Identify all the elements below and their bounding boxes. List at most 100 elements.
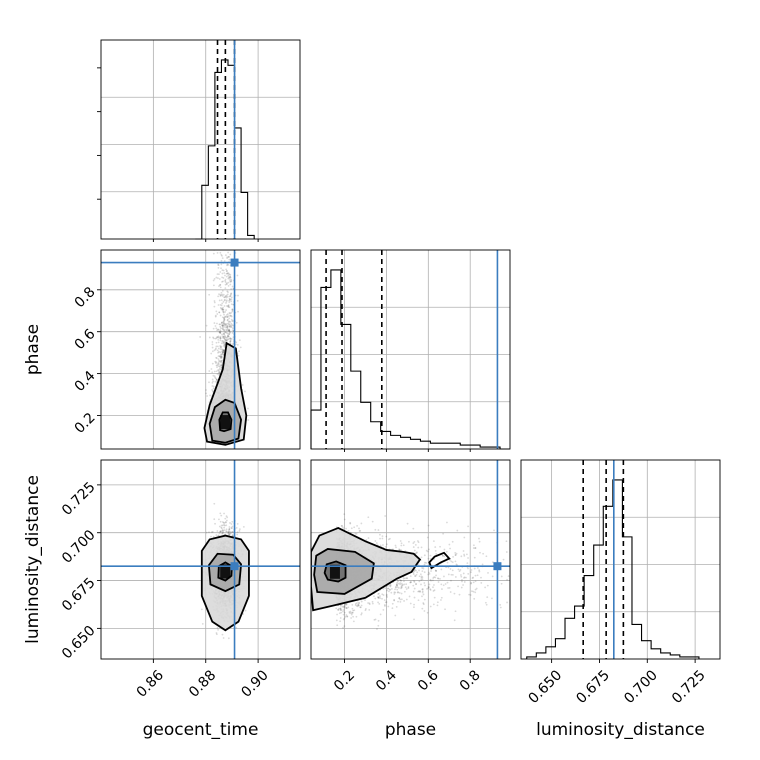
sample-point — [231, 534, 234, 537]
sample-point — [205, 324, 208, 327]
sample-point — [216, 373, 219, 375]
sample-point — [211, 389, 214, 391]
sample-point — [206, 395, 209, 397]
sample-point — [223, 320, 225, 323]
sample-point — [460, 575, 463, 578]
sample-point — [225, 315, 228, 318]
sample-point — [342, 610, 344, 613]
sample-point — [360, 600, 363, 603]
sample-point — [223, 318, 226, 321]
sample-point — [230, 303, 233, 306]
panel-geocent_time-phase: 0.20.40.60.8 — [72, 173, 301, 450]
sample-point — [224, 281, 227, 283]
sample-point — [212, 385, 215, 388]
sample-point — [219, 284, 222, 286]
sample-point — [218, 278, 221, 280]
sample-point — [230, 292, 233, 295]
sample-point — [215, 310, 218, 313]
sample-point — [235, 626, 238, 629]
sample-point — [223, 313, 225, 316]
sample-point — [212, 284, 215, 287]
sample-point — [231, 308, 234, 311]
sample-point — [227, 277, 230, 280]
sample-point — [219, 530, 221, 533]
sample-point — [226, 319, 229, 322]
sample-point — [227, 329, 230, 332]
sample-point — [222, 336, 224, 339]
sample-point — [231, 320, 234, 322]
sample-point — [226, 269, 228, 272]
sample-point — [222, 351, 224, 354]
sample-point — [210, 535, 212, 538]
sample-point — [228, 333, 230, 336]
sample-point — [222, 311, 225, 314]
sample-point — [229, 299, 231, 301]
sample-point — [214, 522, 216, 525]
sample-point — [205, 389, 207, 391]
sample-point — [220, 294, 223, 297]
sample-point — [214, 314, 217, 317]
sample-point — [222, 293, 225, 296]
sample-point — [242, 525, 245, 528]
sample-point — [343, 605, 346, 608]
sample-point — [453, 592, 456, 595]
sample-point — [224, 283, 227, 286]
sample-point — [223, 317, 226, 319]
sample-point — [228, 329, 231, 332]
sample-point — [223, 344, 225, 347]
sample-point — [342, 627, 344, 629]
sample-point — [227, 322, 230, 325]
sample-point — [221, 289, 224, 292]
sample-point — [228, 326, 231, 328]
sample-point — [226, 173, 228, 175]
sample-point — [218, 273, 220, 276]
sample-point — [228, 306, 231, 309]
sample-point — [231, 525, 234, 528]
sample-point — [239, 346, 242, 349]
sample-point — [231, 308, 234, 311]
sample-point — [208, 336, 211, 339]
sample-point — [470, 569, 473, 571]
sample-point — [219, 293, 222, 296]
sample-point — [484, 586, 487, 589]
sample-point — [236, 522, 239, 525]
sample-point — [455, 552, 458, 555]
sample-point — [215, 534, 218, 536]
sample-point — [399, 583, 402, 586]
sample-point — [417, 599, 420, 602]
sample-point — [222, 521, 225, 524]
sample-point — [427, 557, 430, 560]
truth-marker — [230, 258, 239, 267]
sample-point — [220, 530, 222, 532]
sample-point — [229, 219, 231, 221]
sample-point — [225, 519, 228, 522]
sample-point — [224, 336, 227, 339]
y-tick-label: 0.675 — [59, 575, 99, 615]
sample-point — [222, 350, 225, 352]
sample-point — [231, 534, 234, 537]
sample-point — [231, 530, 234, 533]
sample-point — [230, 280, 232, 283]
sample-point — [226, 326, 229, 329]
sample-point — [221, 316, 224, 319]
sample-point — [229, 337, 232, 340]
sample-point — [225, 272, 228, 275]
contour-line — [207, 552, 243, 593]
sample-point — [348, 611, 351, 613]
sample-point — [224, 287, 227, 290]
sample-point — [217, 304, 220, 306]
sample-point — [230, 531, 233, 534]
sample-point — [244, 609, 247, 612]
sample-point — [213, 375, 216, 378]
sample-point — [220, 361, 223, 364]
sample-point — [217, 267, 220, 269]
sample-point — [219, 331, 221, 333]
sample-point — [401, 585, 403, 588]
sample-point — [215, 378, 218, 381]
sample-point — [212, 327, 215, 330]
sample-point — [225, 530, 228, 533]
histogram-geocent_time — [195, 59, 255, 240]
sample-point — [436, 604, 439, 607]
sample-point — [225, 283, 228, 286]
